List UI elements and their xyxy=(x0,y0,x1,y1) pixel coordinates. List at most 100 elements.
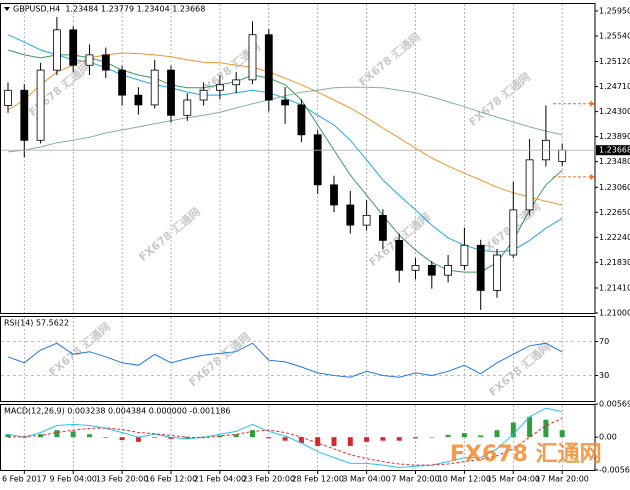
candle-body xyxy=(264,34,273,101)
histogram-bar xyxy=(380,437,386,441)
histogram-bar xyxy=(527,416,533,438)
candle-body xyxy=(313,134,322,186)
menu-icon xyxy=(4,7,10,11)
candle-body xyxy=(167,69,175,116)
candle-body xyxy=(558,149,567,162)
y-tick-label: 70 xyxy=(599,337,609,346)
histogram-bar xyxy=(184,437,190,439)
y-tick-label: 0.005697 xyxy=(599,400,630,409)
candle-body xyxy=(411,265,420,271)
rsi-line xyxy=(7,342,563,378)
candle-body xyxy=(509,209,518,256)
y-tick-label: 1.21830 xyxy=(599,258,630,267)
histogram-bar xyxy=(70,431,76,438)
bid-label: 1.23668 xyxy=(599,146,630,155)
x-tick-label: 23 Feb 20:00 xyxy=(243,475,295,484)
x-tick-label: 21 Feb 04:00 xyxy=(194,475,246,484)
level-arrow xyxy=(590,100,595,107)
candle-body xyxy=(362,214,371,226)
candle-body xyxy=(330,184,338,206)
y-tick-label: 1.25120 xyxy=(599,57,630,66)
y-tick-label: 1.23060 xyxy=(599,183,630,192)
histogram-bar xyxy=(494,430,500,438)
x-tick-label: 28 Feb 12:00 xyxy=(291,475,343,484)
candle-body xyxy=(281,99,290,106)
panel-frame xyxy=(0,316,596,402)
histogram-bar xyxy=(347,437,353,446)
histogram-bar xyxy=(103,437,109,438)
y-tick-label: 1.22650 xyxy=(599,208,630,217)
candle-body xyxy=(232,79,241,86)
candle-body xyxy=(525,159,534,211)
candle-body xyxy=(150,69,159,106)
bid-label-box xyxy=(596,145,630,156)
histogram-bar xyxy=(5,434,11,438)
y-tick-label: 0.00 xyxy=(599,433,617,442)
x-tick-label: 7 Mar 20:00 xyxy=(391,475,439,484)
candle-body xyxy=(215,84,224,91)
candle-body xyxy=(248,34,257,81)
x-tick-label: 16 Feb 12:00 xyxy=(145,475,197,484)
candle-body xyxy=(199,89,208,101)
histogram-bar xyxy=(217,435,223,438)
x-tick-label: 17 Mar 20:00 xyxy=(535,475,588,484)
histogram-bar xyxy=(413,437,418,439)
candle-body xyxy=(476,244,485,291)
candle-body xyxy=(85,54,94,66)
y-tick-label: 1.24300 xyxy=(599,107,630,116)
y-tick-label: 1.23890 xyxy=(599,132,630,141)
y-tick-label: 1.23480 xyxy=(599,157,630,166)
histogram-bar xyxy=(543,419,549,438)
histogram-bar xyxy=(233,434,239,438)
macd-line xyxy=(7,418,563,466)
histogram-bar xyxy=(396,437,402,441)
x-tick-label: 15 Mar 04:00 xyxy=(487,475,540,484)
panel-title: RSI(14) 57.5622 xyxy=(4,319,69,328)
x-tick-label: 13 Feb 20:00 xyxy=(96,475,148,484)
x-tick-label: 6 Feb 2017 xyxy=(2,475,47,484)
histogram-bar xyxy=(510,422,516,438)
histogram-bar xyxy=(250,430,255,438)
histogram-bar xyxy=(87,434,92,438)
histogram-bar xyxy=(478,435,484,438)
candle-body xyxy=(427,265,436,276)
candle-body xyxy=(134,94,143,106)
candle-body xyxy=(460,244,469,266)
panel-title: MACD(12,26,9) 0.003238 0.004384 0.000000… xyxy=(4,407,231,416)
x-tick-label: 10 Mar 12:00 xyxy=(438,475,491,484)
candle-body xyxy=(183,99,192,116)
histogram-bar xyxy=(266,437,272,439)
x-tick-label: 3 Mar 04:00 xyxy=(342,475,390,484)
candle-body xyxy=(53,29,61,71)
x-tick-label: 9 Feb 04:00 xyxy=(49,475,96,484)
moving-average xyxy=(7,52,563,206)
y-tick-label: 1.21410 xyxy=(599,283,630,292)
level-arrow xyxy=(590,173,595,180)
candle-body xyxy=(493,254,501,291)
candle-body xyxy=(36,69,45,141)
candle-body xyxy=(395,239,404,271)
candle-body xyxy=(297,104,306,136)
moving-average xyxy=(7,49,563,273)
histogram-bar xyxy=(135,437,141,442)
histogram-bar xyxy=(152,437,158,438)
histogram-bar xyxy=(315,437,321,446)
candle-body xyxy=(20,89,29,141)
candle-body xyxy=(101,54,110,71)
histogram-bar xyxy=(429,437,435,438)
candle-body xyxy=(4,89,12,106)
candle-body xyxy=(378,214,387,241)
histogram-bar xyxy=(282,437,288,441)
candle-body xyxy=(118,69,126,96)
panel-frame xyxy=(0,3,596,314)
histogram-bar xyxy=(445,434,451,438)
candle-body xyxy=(346,204,355,226)
histogram-bar xyxy=(119,437,125,441)
y-tick-label: 30 xyxy=(599,371,609,380)
y-tick-label: 1.25950 xyxy=(599,6,630,15)
histogram-bar xyxy=(298,437,304,444)
y-tick-label: 1.21000 xyxy=(599,309,630,318)
chart-title: GBPUSD,H4 1.23484 1.23779 1.23404 1.2366… xyxy=(13,5,205,14)
